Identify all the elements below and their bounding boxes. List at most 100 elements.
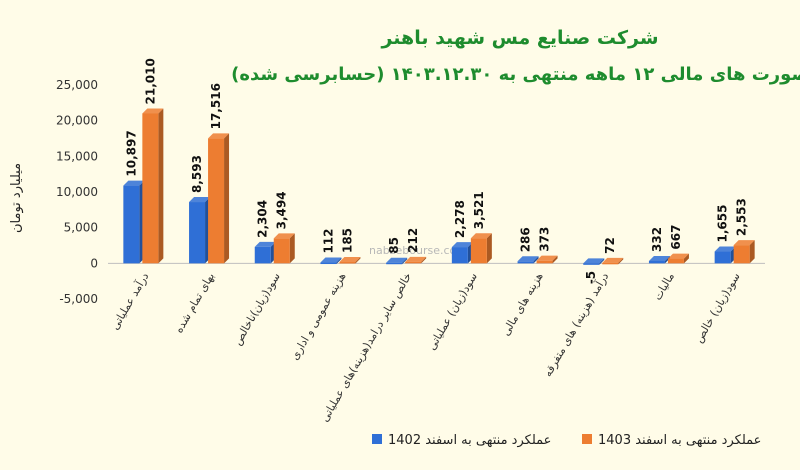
bar-top-face xyxy=(602,257,624,263)
x-tick-label: سود(زیان) عملیاتی xyxy=(425,270,480,352)
y-tick-label: 5,000 xyxy=(64,221,98,235)
y-tick-label: 10,000 xyxy=(56,185,98,199)
bar-front-face xyxy=(273,238,290,264)
bar-front-face xyxy=(648,260,665,264)
legend-swatch xyxy=(372,434,382,444)
bar-front-face xyxy=(536,260,553,264)
data-label: 3,521 xyxy=(472,191,486,229)
x-tick-label: سود(زیان)ناخالص xyxy=(231,270,283,347)
bar-1402 xyxy=(123,180,145,264)
data-label: 8,593 xyxy=(190,155,204,193)
bar-top-face xyxy=(142,108,164,114)
bar-front-face xyxy=(517,261,534,264)
bar-top-face xyxy=(451,242,473,248)
x-tick-label: درآمد عملیاتی xyxy=(107,270,151,332)
bar-top-face xyxy=(123,180,145,186)
bar-side-face xyxy=(749,240,755,264)
bar-front-face xyxy=(602,262,619,265)
bar-1403 xyxy=(339,257,361,264)
legend-item-1403: عملکرد منتهی به اسفند 1403 xyxy=(582,433,761,448)
bar-1403 xyxy=(536,255,558,264)
labels-layer: 10,897 21,010 8,593 17,516 2,304 3,494 112 185 8… xyxy=(124,58,748,284)
bar-side-face xyxy=(421,256,427,264)
y-axis-label: میلیارد تومان xyxy=(9,163,24,233)
bar-front-face xyxy=(254,246,271,264)
y-tick-label: 0 xyxy=(90,256,98,270)
bar-top-face xyxy=(189,197,211,203)
bar-front-face xyxy=(208,138,225,264)
bar-top-face xyxy=(405,256,427,262)
y-tick-label: 20,000 xyxy=(56,114,98,128)
bar-side-face xyxy=(336,257,342,265)
bar-top-face xyxy=(386,257,408,263)
bar-top-face xyxy=(320,257,342,263)
y-tick-label: 25,000 xyxy=(56,78,98,92)
data-label: 2,553 xyxy=(735,198,749,236)
data-label: 17,516 xyxy=(209,83,223,129)
bar-side-face xyxy=(683,253,689,264)
legend: عملکرد منتهی به اسفند 1402 عملکرد منتهی ب… xyxy=(372,433,761,448)
bar-1402 xyxy=(714,246,736,264)
bar-1402 xyxy=(648,255,670,264)
bar-top-face xyxy=(208,133,230,139)
bar-1402 xyxy=(189,197,211,264)
bar-side-face xyxy=(599,258,605,265)
bar-front-face xyxy=(733,245,750,264)
bar-side-face xyxy=(552,255,558,264)
bar-front-face xyxy=(320,262,337,265)
legend-item-1402: عملکرد منتهی به اسفند 1402 xyxy=(372,433,551,448)
bar-1402 xyxy=(583,258,605,265)
data-label: 373 xyxy=(538,227,552,252)
bar-1402 xyxy=(254,241,276,264)
bar-1402 xyxy=(517,256,539,264)
data-label: 2,278 xyxy=(453,200,467,238)
bar-side-face xyxy=(158,108,164,264)
legend-label: عملکرد منتهی به اسفند 1402 xyxy=(388,433,551,448)
bar-front-face xyxy=(714,251,731,264)
bar-1403 xyxy=(602,257,624,265)
bar-top-face xyxy=(733,240,755,246)
legend-label: عملکرد منتهی به اسفند 1403 xyxy=(598,433,761,448)
bar-front-face xyxy=(123,185,140,264)
bar-1403 xyxy=(142,108,164,264)
x-tick-label: بهای تمام شده xyxy=(172,270,217,335)
bar-top-face xyxy=(536,255,558,261)
x-tick-label: هزینه عمومی و اداری xyxy=(288,270,349,362)
bar-front-face xyxy=(405,261,422,264)
bar-top-face xyxy=(273,233,295,239)
bar-top-face xyxy=(254,241,276,247)
data-label: -5 xyxy=(584,271,598,284)
bar-front-face xyxy=(667,258,684,264)
bar-top-face xyxy=(714,246,736,252)
x-tick-label: هزینه های مالی xyxy=(499,270,546,338)
bar-side-face xyxy=(486,233,492,264)
data-label: 332 xyxy=(650,227,664,252)
bar-1403 xyxy=(470,233,492,264)
bar-top-face xyxy=(583,258,605,264)
bar-top-face xyxy=(667,253,689,259)
bar-1403 xyxy=(667,253,689,264)
bar-front-face xyxy=(189,202,206,264)
y-tick-label: 15,000 xyxy=(56,149,98,163)
y-tick-label: -5,000 xyxy=(59,292,98,306)
bar-1402 xyxy=(386,257,408,265)
bar-front-face xyxy=(470,238,487,264)
bar-side-face xyxy=(618,257,624,265)
bar-1403 xyxy=(273,233,295,264)
bar-side-face xyxy=(664,255,670,264)
data-label: 10,897 xyxy=(124,130,138,176)
data-label: 85 xyxy=(387,237,401,254)
x-tick-label: سود(زیان) خالص xyxy=(692,270,743,345)
bar-side-face xyxy=(289,233,295,264)
data-label: 1,655 xyxy=(716,205,730,243)
bar-front-face xyxy=(451,247,468,264)
data-label: 2,304 xyxy=(256,200,270,238)
legend-swatch xyxy=(582,434,592,444)
bar-front-face xyxy=(386,262,403,265)
bar-top-face xyxy=(517,256,539,262)
data-label: 286 xyxy=(519,227,533,252)
data-label: 212 xyxy=(406,228,420,253)
bar-1403 xyxy=(208,133,230,264)
